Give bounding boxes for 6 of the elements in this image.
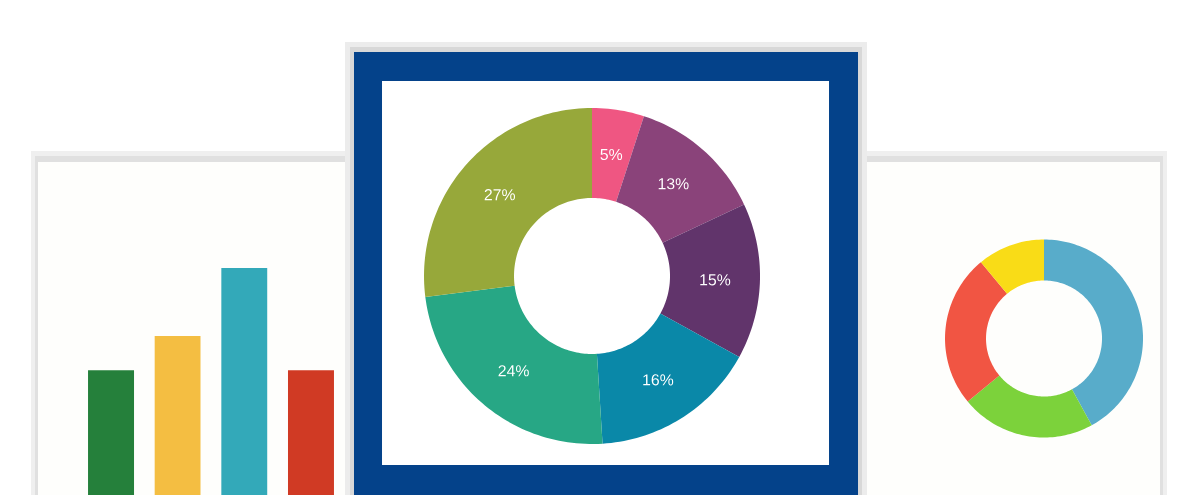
data-label: 27% bbox=[484, 189, 516, 201]
data-label: 24% bbox=[498, 365, 529, 377]
data-label: 16% bbox=[643, 374, 674, 386]
data-label: 13% bbox=[658, 178, 689, 190]
data-label: 15% bbox=[700, 274, 731, 286]
data-label: 5% bbox=[600, 148, 623, 161]
